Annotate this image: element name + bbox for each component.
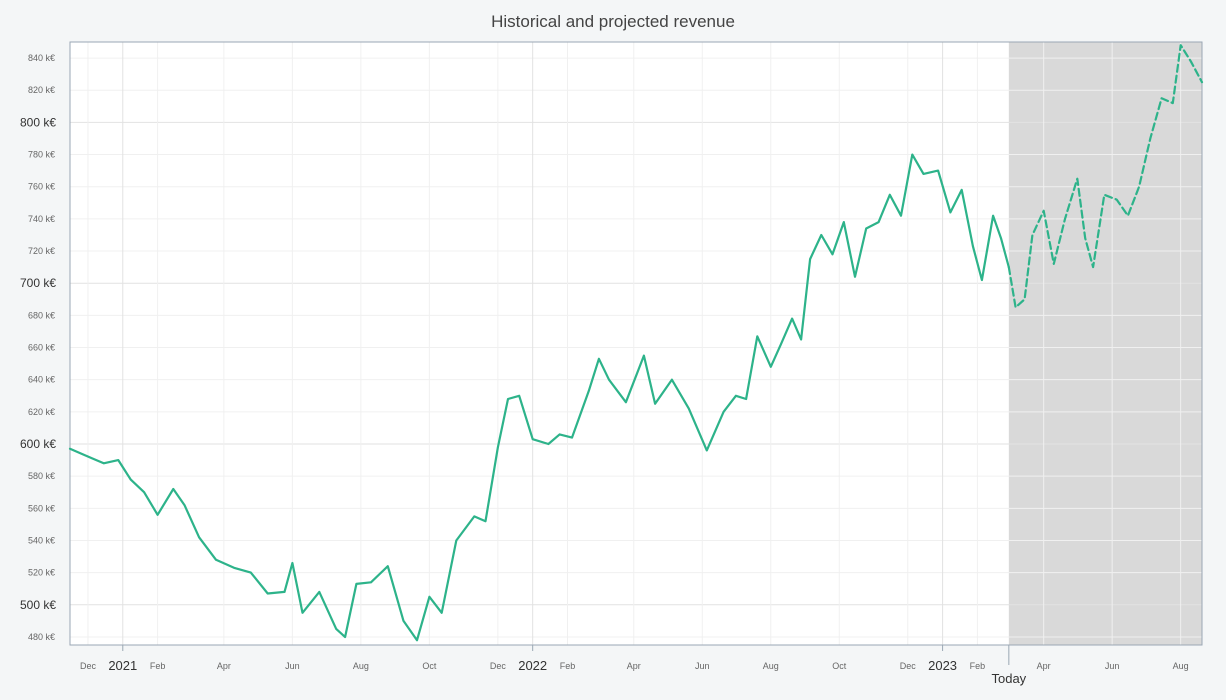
y-tick-label-minor: 680 k€ bbox=[28, 310, 55, 320]
x-tick-label-minor: Oct bbox=[422, 661, 437, 671]
plot-border bbox=[69, 41, 1203, 646]
x-tick-label-minor: Apr bbox=[1037, 661, 1051, 671]
y-tick-label-minor: 640 k€ bbox=[28, 375, 55, 385]
y-tick-label-minor: 620 k€ bbox=[28, 407, 55, 417]
x-tick-label-minor: Dec bbox=[80, 661, 97, 671]
y-tick-label-minor: 760 k€ bbox=[28, 182, 55, 192]
x-tick-label-minor: Apr bbox=[627, 661, 641, 671]
projection-band bbox=[1008, 42, 1202, 645]
y-tick-label-major: 700 k€ bbox=[20, 276, 56, 290]
y-tick-label-minor: 720 k€ bbox=[28, 246, 55, 256]
y-tick-label-minor: 840 k€ bbox=[28, 53, 55, 63]
chart-title: Historical and projected revenue bbox=[491, 12, 735, 31]
y-tick-label-major: 800 k€ bbox=[20, 115, 56, 129]
y-tick-label-minor: 520 k€ bbox=[28, 568, 55, 578]
x-tick-label-minor: Jun bbox=[285, 661, 300, 671]
y-tick-label-minor: 560 k€ bbox=[28, 503, 55, 513]
y-tick-label-minor: 540 k€ bbox=[28, 535, 55, 545]
x-tick-label-minor: Apr bbox=[217, 661, 231, 671]
x-tick-label-minor: Aug bbox=[763, 661, 779, 671]
x-tick-label-minor: Dec bbox=[490, 661, 507, 671]
x-tick-label-minor: Feb bbox=[560, 661, 576, 671]
x-tick-label-minor: Oct bbox=[832, 661, 847, 671]
y-tick-label-minor: 780 k€ bbox=[28, 150, 55, 160]
x-tick-label-minor: Jun bbox=[1105, 661, 1120, 671]
x-tick-label-minor: Jun bbox=[695, 661, 710, 671]
x-tick-label-minor: Feb bbox=[970, 661, 986, 671]
y-tick-label-minor: 740 k€ bbox=[28, 214, 55, 224]
y-tick-label-minor: 660 k€ bbox=[28, 343, 55, 353]
y-tick-label-minor: 480 k€ bbox=[28, 632, 55, 642]
y-tick-label-minor: 820 k€ bbox=[28, 85, 55, 95]
x-tick-label-major: 2021 bbox=[108, 658, 137, 673]
x-tick-label-minor: Aug bbox=[353, 661, 369, 671]
projected-revenue-line bbox=[1007, 44, 1204, 309]
historical-revenue-line bbox=[68, 153, 1010, 642]
x-tick-label-major: 2023 bbox=[928, 658, 957, 673]
x-tick-label-minor: Dec bbox=[900, 661, 917, 671]
y-tick-label-major: 600 k€ bbox=[20, 437, 56, 451]
x-tick-label-major: 2022 bbox=[518, 658, 547, 673]
y-tick-label-minor: 580 k€ bbox=[28, 471, 55, 481]
today-label: Today bbox=[991, 671, 1026, 686]
x-tick-label-minor: Feb bbox=[150, 661, 166, 671]
y-tick-label-major: 500 k€ bbox=[20, 598, 56, 612]
x-tick-label-minor: Aug bbox=[1173, 661, 1189, 671]
